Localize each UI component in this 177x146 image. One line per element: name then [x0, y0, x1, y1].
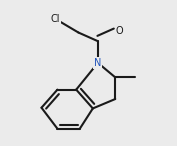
- Text: Cl: Cl: [50, 14, 60, 25]
- Text: O: O: [116, 26, 123, 36]
- Text: N: N: [94, 58, 102, 68]
